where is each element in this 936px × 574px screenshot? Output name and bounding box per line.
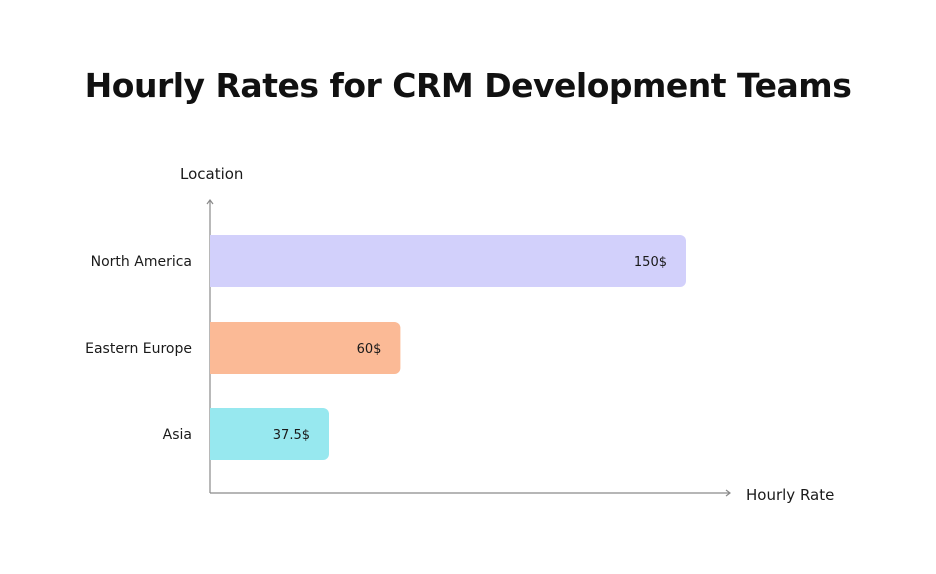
- chart-title: Hourly Rates for CRM Development Teams: [84, 66, 852, 105]
- category-label: Eastern Europe: [85, 341, 192, 357]
- bar-left-edge: [210, 322, 218, 374]
- category-label: North America: [91, 254, 192, 270]
- bar: [210, 235, 686, 287]
- bar: [210, 408, 329, 460]
- bar: [210, 322, 401, 374]
- value-label: 60$: [357, 342, 382, 357]
- y-axis-arrow-icon: [206, 199, 214, 205]
- bar-series: North America 150$ Eastern Europe 60$ Asia 37…: [85, 235, 686, 460]
- bar-left-edge: [210, 235, 218, 287]
- y-axis-title: Location: [180, 165, 244, 183]
- value-label: 37.5$: [273, 428, 310, 443]
- x-axis-title: Hourly Rate: [746, 486, 835, 504]
- category-label: Asia: [163, 427, 192, 443]
- bar-left-edge: [210, 408, 218, 460]
- x-axis-arrow-icon: [725, 489, 731, 497]
- value-label: 150$: [634, 255, 667, 270]
